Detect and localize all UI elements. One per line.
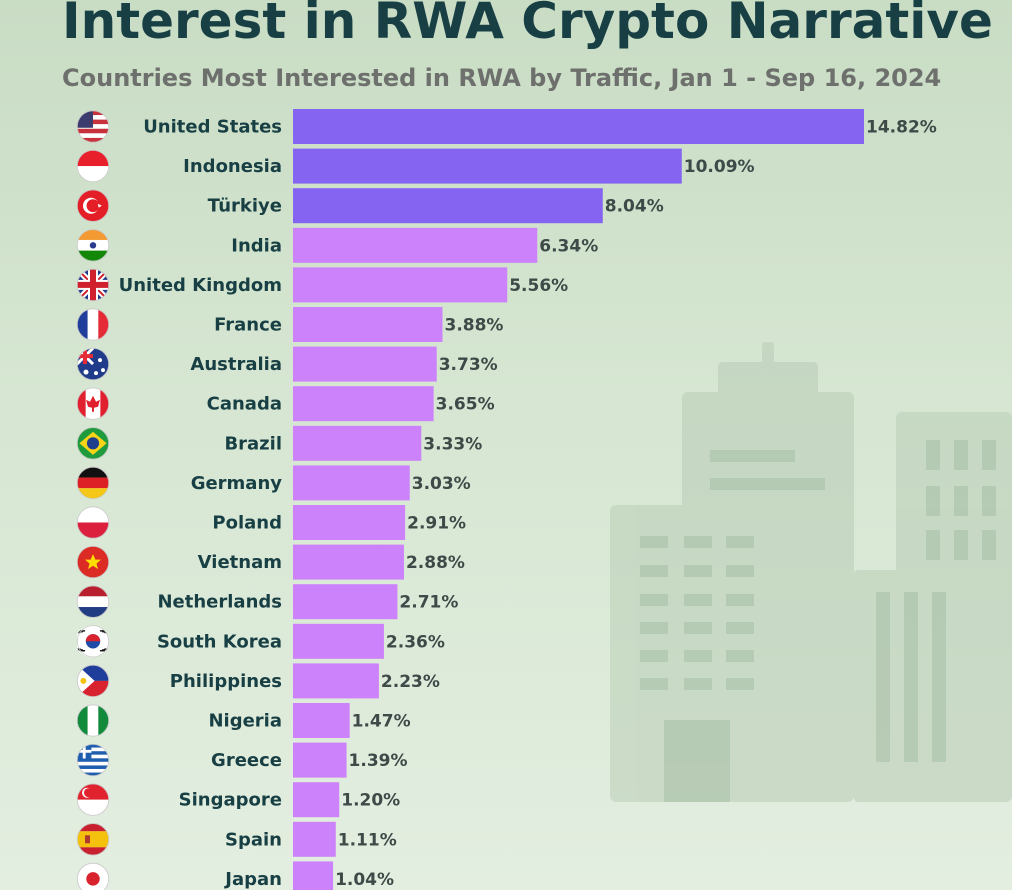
brazil-flag-icon xyxy=(76,427,110,460)
bar xyxy=(293,267,508,303)
bar xyxy=(293,425,422,461)
category-label: Germany xyxy=(191,473,283,494)
indonesia-flag-icon xyxy=(76,150,110,183)
bar xyxy=(293,307,443,342)
south-korea-flag-icon xyxy=(75,625,110,658)
japan-flag-icon xyxy=(76,862,110,890)
category-label: Spain xyxy=(225,829,282,850)
us-flag-icon xyxy=(76,110,110,143)
value-label: 3.73% xyxy=(439,355,498,375)
value-label: 1.39% xyxy=(349,751,408,771)
value-label: 5.56% xyxy=(509,276,568,296)
category-label: Greece xyxy=(211,750,282,771)
category-label: India xyxy=(231,235,282,256)
bar xyxy=(293,346,437,382)
greece-flag-icon xyxy=(76,743,110,777)
value-label: 14.82% xyxy=(866,118,937,138)
bar xyxy=(293,742,347,778)
category-label: Nigeria xyxy=(208,711,282,732)
value-label: 3.65% xyxy=(436,395,495,415)
bar xyxy=(293,584,398,620)
australia-flag-icon xyxy=(76,347,110,381)
bar xyxy=(293,227,538,263)
bar xyxy=(293,663,379,699)
bar xyxy=(293,188,603,224)
bar xyxy=(293,505,406,540)
bar xyxy=(293,623,384,659)
value-label: 2.71% xyxy=(399,593,458,613)
category-label: United States xyxy=(143,117,282,138)
poland-flag-icon xyxy=(76,506,110,539)
value-label: 8.04% xyxy=(605,197,664,217)
category-label: France xyxy=(214,315,282,336)
value-label: 1.20% xyxy=(341,791,400,811)
value-label: 3.33% xyxy=(423,434,482,454)
category-label: Singapore xyxy=(179,790,282,811)
category-label: Australia xyxy=(190,354,282,375)
spain-flag-icon xyxy=(76,823,110,856)
bar xyxy=(293,465,410,501)
value-label: 2.91% xyxy=(407,514,466,534)
category-label: Netherlands xyxy=(157,592,282,613)
value-label: 2.88% xyxy=(406,553,465,573)
singapore-flag-icon xyxy=(76,783,110,816)
category-label: Türkiye xyxy=(208,196,282,217)
value-label: 1.11% xyxy=(338,830,397,850)
value-label: 1.47% xyxy=(352,712,411,732)
category-label: Vietnam xyxy=(198,552,282,573)
category-label: Canada xyxy=(207,394,282,415)
bar xyxy=(293,821,336,857)
bar xyxy=(293,109,864,144)
vietnam-flag-icon xyxy=(76,545,110,579)
germany-flag-icon xyxy=(76,466,110,499)
category-label: Japan xyxy=(223,869,282,890)
france-flag-icon xyxy=(76,308,110,341)
category-label: Philippines xyxy=(170,671,282,692)
category-label: South Korea xyxy=(157,631,282,652)
canada-flag-icon xyxy=(76,387,110,420)
value-label: 2.36% xyxy=(386,632,445,652)
philippines-flag-icon xyxy=(76,664,110,698)
india-flag-icon xyxy=(76,229,110,262)
value-label: 3.88% xyxy=(444,316,503,336)
category-label: Indonesia xyxy=(183,156,282,177)
turkiye-flag-icon xyxy=(76,189,110,222)
category-label: Brazil xyxy=(224,433,282,454)
netherlands-flag-icon xyxy=(76,585,110,618)
value-label: 10.09% xyxy=(684,157,755,177)
chart-title: Interest in RWA Crypto Narrative xyxy=(62,0,993,50)
chart-subtitle: Countries Most Interested in RWA by Traf… xyxy=(62,64,942,92)
category-label: Poland xyxy=(212,513,282,534)
bar xyxy=(293,703,350,738)
bar xyxy=(293,386,434,422)
value-label: 2.23% xyxy=(381,672,440,692)
value-label: 1.04% xyxy=(335,870,394,890)
bars-layer: United States 14.82% Indonesia 10.09% Türkiy… xyxy=(75,109,937,890)
value-label: 3.03% xyxy=(412,474,471,494)
bar xyxy=(293,148,682,184)
bar xyxy=(293,544,404,580)
bar xyxy=(293,782,340,818)
category-label: United Kingdom xyxy=(119,275,282,296)
uk-flag-icon xyxy=(76,268,110,301)
bar xyxy=(293,861,334,890)
nigeria-flag-icon xyxy=(76,704,110,737)
value-label: 6.34% xyxy=(539,236,598,256)
